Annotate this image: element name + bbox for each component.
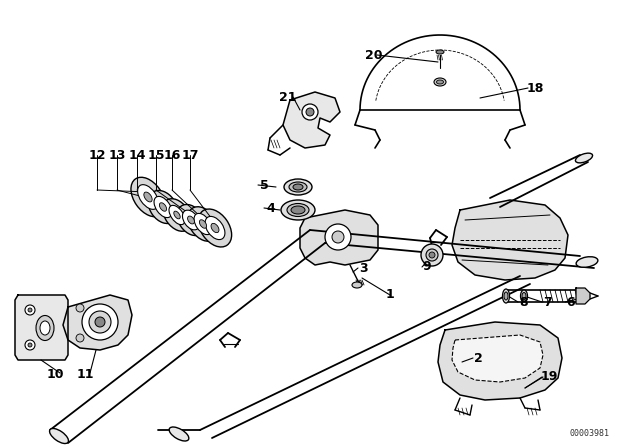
Text: 12: 12 xyxy=(88,148,106,161)
Ellipse shape xyxy=(520,290,527,302)
Circle shape xyxy=(28,308,32,312)
Ellipse shape xyxy=(40,321,50,335)
Ellipse shape xyxy=(169,205,185,224)
Ellipse shape xyxy=(198,209,232,247)
Ellipse shape xyxy=(138,185,158,209)
Ellipse shape xyxy=(576,257,598,267)
Text: 17: 17 xyxy=(181,148,199,161)
Circle shape xyxy=(89,311,111,333)
Ellipse shape xyxy=(182,210,200,230)
Ellipse shape xyxy=(211,224,219,233)
Circle shape xyxy=(426,249,438,261)
Ellipse shape xyxy=(148,190,178,224)
Ellipse shape xyxy=(575,153,593,163)
Ellipse shape xyxy=(154,196,172,218)
Text: 19: 19 xyxy=(540,370,557,383)
Polygon shape xyxy=(300,210,378,265)
Circle shape xyxy=(76,334,84,342)
Ellipse shape xyxy=(163,199,191,231)
Polygon shape xyxy=(452,335,543,382)
Text: 15: 15 xyxy=(147,148,164,161)
Ellipse shape xyxy=(188,207,218,241)
Ellipse shape xyxy=(434,78,446,86)
Ellipse shape xyxy=(200,220,207,228)
Circle shape xyxy=(25,305,35,315)
Ellipse shape xyxy=(352,282,362,288)
Circle shape xyxy=(325,224,351,250)
Circle shape xyxy=(82,304,118,340)
Text: 14: 14 xyxy=(128,148,146,161)
Ellipse shape xyxy=(289,182,307,192)
Polygon shape xyxy=(15,295,68,360)
Circle shape xyxy=(28,343,32,347)
Ellipse shape xyxy=(287,203,309,216)
Ellipse shape xyxy=(291,206,305,214)
Ellipse shape xyxy=(131,177,165,217)
Ellipse shape xyxy=(522,293,526,300)
Text: 18: 18 xyxy=(526,82,544,95)
Circle shape xyxy=(421,244,443,266)
Ellipse shape xyxy=(504,292,508,300)
Ellipse shape xyxy=(293,184,303,190)
Text: 3: 3 xyxy=(358,262,367,275)
Ellipse shape xyxy=(49,428,68,444)
Text: 4: 4 xyxy=(267,202,275,215)
Circle shape xyxy=(429,252,435,258)
Ellipse shape xyxy=(169,427,189,441)
Ellipse shape xyxy=(502,289,509,303)
Polygon shape xyxy=(576,288,590,304)
Text: 21: 21 xyxy=(279,90,297,103)
Polygon shape xyxy=(438,322,562,400)
Circle shape xyxy=(306,108,314,116)
Ellipse shape xyxy=(174,211,180,219)
Text: 20: 20 xyxy=(365,48,383,61)
Text: 16: 16 xyxy=(163,148,180,161)
Ellipse shape xyxy=(436,50,444,54)
Text: 1: 1 xyxy=(386,289,394,302)
Text: 9: 9 xyxy=(422,260,431,273)
Polygon shape xyxy=(63,295,132,350)
Ellipse shape xyxy=(284,179,312,195)
Circle shape xyxy=(76,304,84,312)
Ellipse shape xyxy=(436,80,444,84)
Text: 13: 13 xyxy=(108,148,125,161)
Circle shape xyxy=(25,340,35,350)
Ellipse shape xyxy=(194,213,212,235)
Ellipse shape xyxy=(159,203,166,211)
Polygon shape xyxy=(283,92,340,148)
Text: 2: 2 xyxy=(474,352,483,365)
Text: 10: 10 xyxy=(46,369,64,382)
Polygon shape xyxy=(452,200,568,280)
Circle shape xyxy=(332,231,344,243)
Text: 11: 11 xyxy=(76,369,93,382)
Ellipse shape xyxy=(144,192,152,202)
Circle shape xyxy=(95,317,105,327)
Text: 8: 8 xyxy=(520,296,528,309)
Text: 5: 5 xyxy=(260,178,268,191)
Ellipse shape xyxy=(177,204,205,236)
Text: 6: 6 xyxy=(566,296,575,309)
Text: 00003981: 00003981 xyxy=(570,429,610,438)
Ellipse shape xyxy=(281,200,315,220)
Ellipse shape xyxy=(205,216,225,240)
Ellipse shape xyxy=(188,216,195,224)
Text: 7: 7 xyxy=(543,296,552,309)
Circle shape xyxy=(302,104,318,120)
Ellipse shape xyxy=(36,315,54,340)
